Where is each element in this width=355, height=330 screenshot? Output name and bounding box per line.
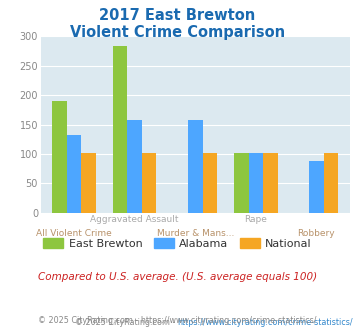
Text: Rape: Rape [244,215,267,224]
Bar [67,135,81,213]
Bar [248,153,263,213]
Bar [309,161,324,213]
Text: Robbery: Robbery [297,229,335,238]
Text: Aggravated Assault: Aggravated Assault [91,215,179,224]
Bar [113,46,127,213]
Bar [202,153,217,213]
Bar [324,153,338,213]
Bar [234,153,248,213]
Bar [52,101,67,213]
Bar [188,120,202,213]
Text: Compared to U.S. average. (U.S. average equals 100): Compared to U.S. average. (U.S. average … [38,272,317,282]
Text: © 2025 CityRating.com -: © 2025 CityRating.com - [75,318,178,327]
Bar [263,153,278,213]
Bar [81,153,96,213]
Text: https://www.cityrating.com/crime-statistics/: https://www.cityrating.com/crime-statist… [178,318,353,327]
Text: 2017 East Brewton: 2017 East Brewton [99,8,256,23]
Text: All Violent Crime: All Violent Crime [36,229,112,238]
Legend: East Brewton, Alabama, National: East Brewton, Alabama, National [39,234,316,253]
Text: Murder & Mans...: Murder & Mans... [157,229,234,238]
Bar [127,120,142,213]
Bar [142,153,157,213]
Text: © 2025 CityRating.com - https://www.cityrating.com/crime-statistics/: © 2025 CityRating.com - https://www.city… [38,316,317,325]
Text: Violent Crime Comparison: Violent Crime Comparison [70,25,285,40]
